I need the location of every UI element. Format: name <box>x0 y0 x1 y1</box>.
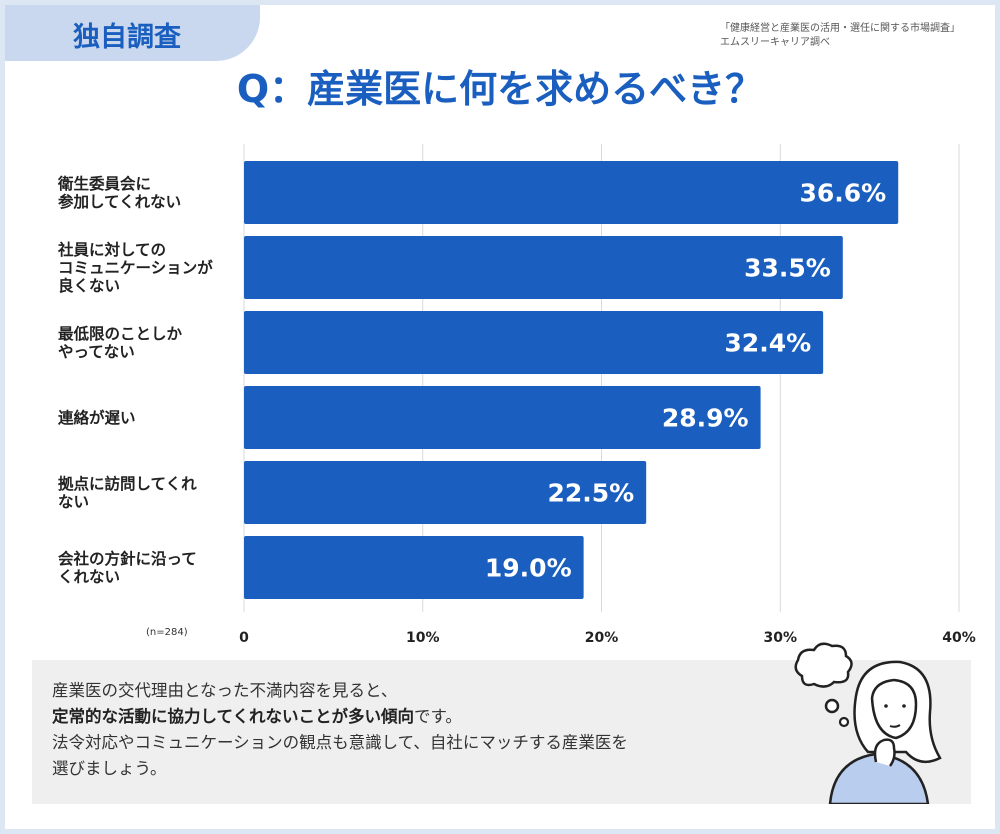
bar <box>244 236 843 299</box>
bar-value-label: 32.4% <box>724 329 811 358</box>
comment-box: 産業医の交代理由となった不満内容を見ると、 定常的な活動に協力してくれないことが… <box>32 660 971 804</box>
bar <box>244 161 899 224</box>
bar-value-label: 28.9% <box>662 404 749 433</box>
category-label: 拠点に訪問してくれ ない <box>58 475 197 511</box>
bar-value-label: 36.6% <box>799 179 886 208</box>
x-tick-label: 40% <box>942 630 976 646</box>
category-label: 最低限のことしか やってない <box>58 325 183 361</box>
bar-value-label: 19.0% <box>485 554 572 583</box>
bar-value-label: 22.5% <box>547 479 634 508</box>
source-line-2: エムスリーキャリア調べ <box>720 37 830 48</box>
x-tick-label: 0 <box>239 630 249 646</box>
category-label: 会社の方針に沿って くれない <box>58 550 197 586</box>
bar-chart: 0 10% 20% 30% 40% 36.6% 33.5% 32.4% 28.9% 22.5% 19… <box>239 144 976 646</box>
x-tick-label: 30% <box>763 630 797 646</box>
comment-line-3: 法令対応やコミュニケーションの観点も意識して、自社にマッチする産業医を <box>52 733 628 752</box>
comment-text: 産業医の交代理由となった不満内容を見ると、 定常的な活動に協力してくれないことが… <box>52 678 628 782</box>
category-label: 社員に対しての コミュニケーションが 良くない <box>58 241 213 295</box>
bar <box>244 386 761 449</box>
survey-badge: 独自調査 <box>5 5 260 61</box>
bar <box>244 536 584 599</box>
comment-line-4: 選びましょう。 <box>52 759 167 778</box>
chart-title: Q：産業医に何を求めるべき？ <box>236 67 764 111</box>
thinking-woman-icon <box>794 642 942 804</box>
comment-line-2: 定常的な活動に協力してくれないことが多い傾向です。 <box>52 704 628 730</box>
sample-size-label: (n=284) <box>146 627 188 638</box>
bar-value-label: 33.5% <box>744 254 831 283</box>
badge-label: 独自調査 <box>73 22 181 53</box>
source-line-1: 「健康経営と産業医の活用・選任に関する市場調査」 <box>720 23 960 34</box>
comment-line-2-tail: です。 <box>414 707 462 726</box>
category-label: 連絡が遅い <box>58 409 136 427</box>
bar <box>244 311 824 374</box>
comment-emphasis: 定常的な活動に協力してくれないことが多い傾向 <box>52 707 415 726</box>
x-tick-label: 20% <box>585 630 619 646</box>
bar <box>244 461 647 524</box>
x-tick-label: 10% <box>406 630 440 646</box>
category-label: 衛生委員会に 参加してくれない <box>58 175 182 211</box>
source-note: 「健康経営と産業医の活用・選任に関する市場調査」 エムスリーキャリア調べ <box>720 22 960 50</box>
comment-line-1: 産業医の交代理由となった不満内容を見ると、 <box>52 681 398 700</box>
